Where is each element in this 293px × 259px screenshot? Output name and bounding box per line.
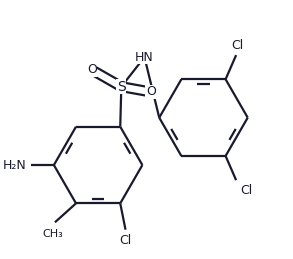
Text: H₂N: H₂N bbox=[3, 159, 26, 171]
Text: Cl: Cl bbox=[119, 234, 132, 247]
Text: Cl: Cl bbox=[231, 39, 243, 52]
Text: S: S bbox=[117, 80, 126, 94]
Text: HN: HN bbox=[135, 51, 154, 64]
Text: O: O bbox=[87, 63, 97, 76]
Text: Cl: Cl bbox=[240, 184, 253, 197]
Text: CH₃: CH₃ bbox=[42, 229, 63, 239]
Text: O: O bbox=[146, 85, 156, 98]
